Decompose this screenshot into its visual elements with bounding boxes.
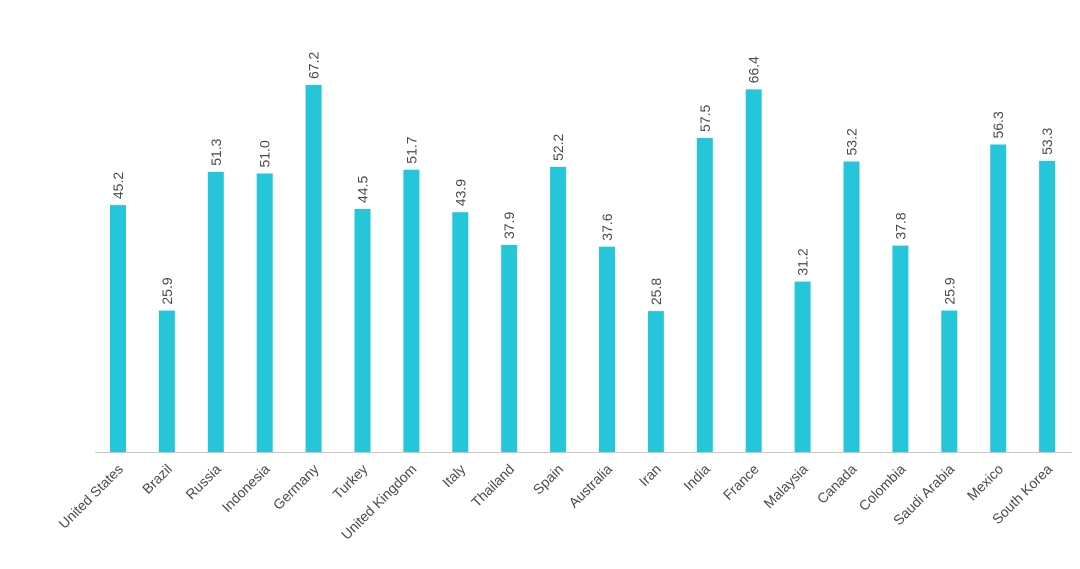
value-label-canada: 53.2 <box>844 128 860 155</box>
value-label-thailand: 37.9 <box>501 212 517 239</box>
bar-mexico <box>990 144 1007 452</box>
x-tick-label-iran: Iran <box>636 461 664 489</box>
value-label-south-korea: 53.3 <box>1039 127 1055 154</box>
x-tick-label-indonesia: Indonesia <box>219 461 273 515</box>
x-tick-label-canada: Canada <box>814 461 860 507</box>
value-label-indonesia: 51.0 <box>257 140 273 167</box>
bar-colombia <box>892 245 909 452</box>
x-tick-label-mexico: Mexico <box>964 461 1007 504</box>
value-label-italy: 43.9 <box>452 179 468 206</box>
value-label-russia: 51.3 <box>208 138 224 165</box>
bar-turkey <box>354 209 371 452</box>
bar-saudi-arabia <box>941 310 958 452</box>
value-label-saudi-arabia: 25.9 <box>941 277 957 304</box>
value-label-turkey: 44.5 <box>355 176 371 203</box>
x-tick-label-italy: Italy <box>439 461 468 490</box>
value-label-united-states: 45.2 <box>110 172 126 199</box>
x-tick-label-brazil: Brazil <box>139 461 175 497</box>
value-label-united-kingdom: 51.7 <box>403 136 419 163</box>
value-label-spain: 52.2 <box>550 133 566 160</box>
x-tick-label-turkey: Turkey <box>329 461 370 502</box>
bar-south-korea <box>1039 160 1056 452</box>
x-tick-label-malaysia: Malaysia <box>760 461 811 512</box>
value-label-mexico: 56.3 <box>990 111 1006 138</box>
bar-canada <box>843 161 860 452</box>
value-label-iran: 25.8 <box>648 278 664 305</box>
x-tick-label-russia: Russia <box>182 461 224 503</box>
bar-brazil <box>158 310 175 452</box>
bars-layer <box>110 85 1056 453</box>
bar-italy <box>452 212 469 452</box>
x-tick-label-india: India <box>680 461 713 494</box>
value-label-germany: 67.2 <box>306 52 322 79</box>
value-labels-layer: 45.2 25.9 51.3 51.0 67.2 44.5 51.7 43.9 37.9 52.2… <box>110 52 1055 306</box>
bar-malaysia <box>794 281 811 452</box>
x-tick-label-united-states: United States <box>55 461 126 532</box>
x-tick-label-spain: Spain <box>530 461 567 498</box>
bar-france <box>745 89 762 453</box>
value-label-australia: 37.6 <box>599 213 615 240</box>
value-label-india: 57.5 <box>697 105 713 132</box>
value-label-colombia: 37.8 <box>892 212 908 239</box>
bar-thailand <box>501 245 518 452</box>
bar-australia <box>599 246 615 452</box>
x-tick-label-france: France <box>720 461 762 503</box>
bar-indonesia <box>256 173 273 452</box>
bar-spain <box>550 166 567 452</box>
value-label-france: 66.4 <box>746 56 762 83</box>
bar-india <box>696 138 713 452</box>
bar-russia <box>207 171 224 453</box>
value-label-brazil: 25.9 <box>159 277 175 304</box>
bar-united-states <box>110 205 126 452</box>
bar-united-kingdom <box>403 169 420 452</box>
x-tick-label-australia: Australia <box>565 461 615 511</box>
bar-germany <box>305 85 322 452</box>
value-label-malaysia: 31.2 <box>795 248 811 275</box>
x-tick-labels-layer: United States Brazil RussiaIndonesiaGerman… <box>55 461 1055 543</box>
bar-iran <box>647 311 664 452</box>
x-tick-label-germany: Germany <box>270 461 322 513</box>
x-tick-label-thailand: Thailand <box>468 461 517 510</box>
